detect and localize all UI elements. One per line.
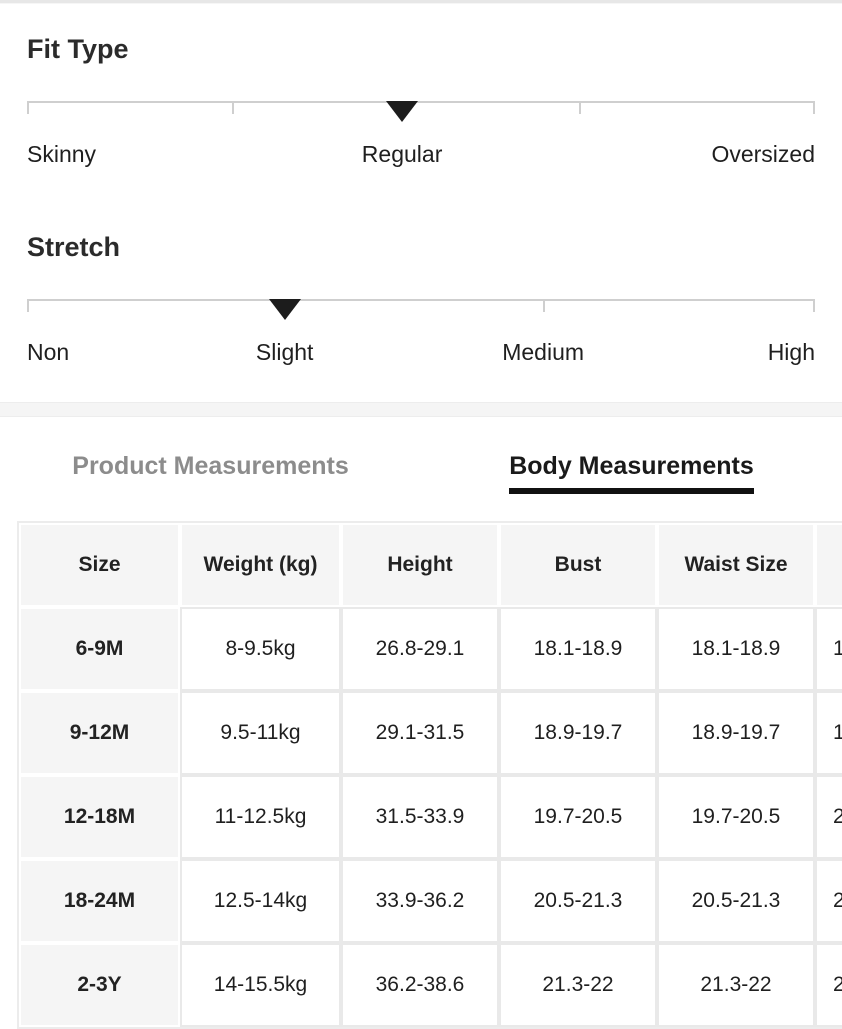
column-header-waist-size: Waist Size [657, 523, 815, 607]
column-header-size: Size [19, 523, 180, 607]
measurement-cell: 2 [815, 775, 842, 859]
measurement-cell: 1 [815, 691, 842, 775]
body-measurements-table: Size Weight (kg) Height Bust Waist Size 6-9M… [17, 521, 842, 1029]
stretch-slider-tick [27, 299, 29, 312]
fit-type-slider-marker [386, 101, 419, 122]
tab-product-measurements-label: Product Measurements [72, 452, 349, 480]
measurement-cell: 36.2-38.6 [341, 943, 499, 1027]
fit-type-title: Fit Type [27, 34, 129, 64]
table-row: 2-3Y 14-15.5kg 36.2-38.6 21.3-22 21.3-22 2 [19, 943, 842, 1027]
measurement-cell: 19.7-20.5 [499, 775, 657, 859]
measurement-cell: 20.5-21.3 [657, 859, 815, 943]
size-table-scroll-area[interactable]: Size Weight (kg) Height Bust Waist Size 6-9M… [0, 521, 842, 1029]
size-cell: 6-9M [19, 607, 180, 691]
fit-type-slider-tick [27, 101, 29, 114]
top-divider [0, 0, 842, 4]
measurement-cell: 29.1-31.5 [341, 691, 499, 775]
measurement-cell: 18.1-18.9 [657, 607, 815, 691]
stretch-slider: Non Slight Medium High [27, 299, 815, 371]
measurement-cell: 8-9.5kg [180, 607, 341, 691]
measurement-cell: 20.5-21.3 [499, 859, 657, 943]
tab-body-measurements[interactable]: Body Measurements [421, 452, 842, 494]
measurement-cell: 18.9-19.7 [657, 691, 815, 775]
fit-type-slider-option-oversized: Oversized [711, 141, 815, 167]
stretch-slider-marker [268, 299, 301, 320]
fit-type-slider: Skinny Regular Oversized [27, 101, 815, 173]
section-divider [0, 402, 842, 417]
table-header-row: Size Weight (kg) Height Bust Waist Size [19, 523, 842, 607]
column-header-height: Height [341, 523, 499, 607]
table-row: 9-12M 9.5-11kg 29.1-31.5 18.9-19.7 18.9-19.7… [19, 691, 842, 775]
measurement-cell: 1 [815, 607, 842, 691]
table-row: 6-9M 8-9.5kg 26.8-29.1 18.1-18.9 18.1-18.9 1 [19, 607, 842, 691]
tab-product-measurements[interactable]: Product Measurements [0, 452, 421, 494]
measurement-cell: 14-15.5kg [180, 943, 341, 1027]
measurement-cell: 2 [815, 943, 842, 1027]
column-header-weight-kg-: Weight (kg) [180, 523, 341, 607]
measurement-cell: 12.5-14kg [180, 859, 341, 943]
stretch-slider-option-high: High [767, 339, 815, 365]
stretch-slider-track [27, 299, 815, 301]
fit-type-slider-tick [813, 101, 815, 114]
measurement-cell: 9.5-11kg [180, 691, 341, 775]
fit-type-slider-tick [578, 101, 581, 114]
measurement-cell: 33.9-36.2 [341, 859, 499, 943]
measurement-cell: 19.7-20.5 [657, 775, 815, 859]
column-header-clipped [815, 523, 842, 607]
stretch-slider-option-slight: Slight [255, 339, 314, 365]
fit-type-slider-tick [231, 101, 234, 114]
measurement-cell: 21.3-22 [499, 943, 657, 1027]
table-row: 12-18M 11-12.5kg 31.5-33.9 19.7-20.5 19.7-20… [19, 775, 842, 859]
tab-body-measurements-label: Body Measurements [509, 452, 754, 494]
measurement-cell: 21.3-22 [657, 943, 815, 1027]
size-cell: 18-24M [19, 859, 180, 943]
measurement-cell: 2 [815, 859, 842, 943]
measurement-cell: 26.8-29.1 [341, 607, 499, 691]
size-cell: 9-12M [19, 691, 180, 775]
stretch-slider-tick [543, 299, 546, 312]
fit-type-slider-option-regular: Regular [361, 141, 443, 167]
fit-type-slider-option-skinny: Skinny [27, 141, 97, 167]
stretch-slider-option-non: Non [27, 339, 70, 365]
stretch-slider-tick [813, 299, 815, 312]
stretch-title: Stretch [27, 232, 121, 262]
size-cell: 12-18M [19, 775, 180, 859]
measurement-cell: 31.5-33.9 [341, 775, 499, 859]
measurement-cell: 18.9-19.7 [499, 691, 657, 775]
column-header-bust: Bust [499, 523, 657, 607]
size-cell: 2-3Y [19, 943, 180, 1027]
stretch-slider-option-medium: Medium [502, 339, 585, 365]
fit-type-slider-track [27, 101, 815, 103]
measurement-cell: 18.1-18.9 [499, 607, 657, 691]
measurement-cell: 11-12.5kg [180, 775, 341, 859]
measurements-tab-bar: Product Measurements Body Measurements [0, 417, 842, 494]
table-row: 18-24M 12.5-14kg 33.9-36.2 20.5-21.3 20.5-21… [19, 859, 842, 943]
